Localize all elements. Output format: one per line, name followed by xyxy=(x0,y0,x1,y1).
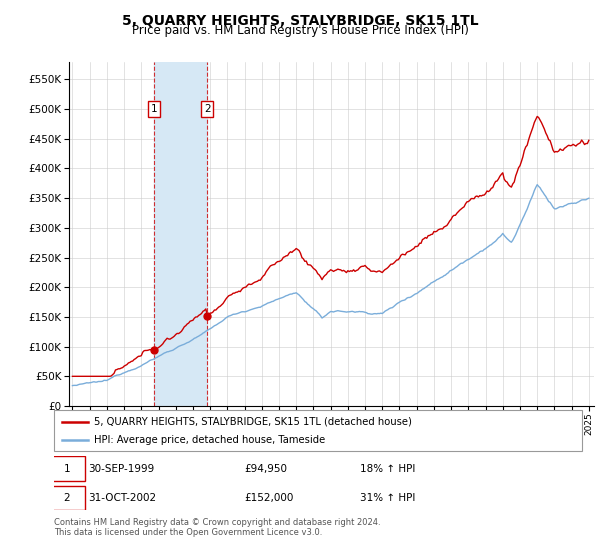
Text: £94,950: £94,950 xyxy=(244,464,287,474)
Text: 31% ↑ HPI: 31% ↑ HPI xyxy=(360,493,416,503)
Text: 5, QUARRY HEIGHTS, STALYBRIDGE, SK15 1TL (detached house): 5, QUARRY HEIGHTS, STALYBRIDGE, SK15 1TL… xyxy=(94,417,412,427)
Text: 31-OCT-2002: 31-OCT-2002 xyxy=(88,493,157,503)
Text: 2: 2 xyxy=(64,493,70,503)
Text: 18% ↑ HPI: 18% ↑ HPI xyxy=(360,464,416,474)
Text: Price paid vs. HM Land Registry's House Price Index (HPI): Price paid vs. HM Land Registry's House … xyxy=(131,24,469,37)
Point xyxy=(202,311,212,320)
Text: 1: 1 xyxy=(64,464,70,474)
FancyBboxPatch shape xyxy=(49,456,85,481)
FancyBboxPatch shape xyxy=(54,410,582,451)
FancyBboxPatch shape xyxy=(49,486,85,510)
Text: HPI: Average price, detached house, Tameside: HPI: Average price, detached house, Tame… xyxy=(94,435,325,445)
Bar xyxy=(154,62,207,406)
Text: 5, QUARRY HEIGHTS, STALYBRIDGE, SK15 1TL: 5, QUARRY HEIGHTS, STALYBRIDGE, SK15 1TL xyxy=(122,14,478,28)
Text: Contains HM Land Registry data © Crown copyright and database right 2024.
This d: Contains HM Land Registry data © Crown c… xyxy=(54,518,380,538)
Text: 30-SEP-1999: 30-SEP-1999 xyxy=(88,464,155,474)
Text: £152,000: £152,000 xyxy=(244,493,293,503)
Text: 1: 1 xyxy=(151,104,158,114)
Point xyxy=(149,345,159,354)
Text: 2: 2 xyxy=(204,104,211,114)
